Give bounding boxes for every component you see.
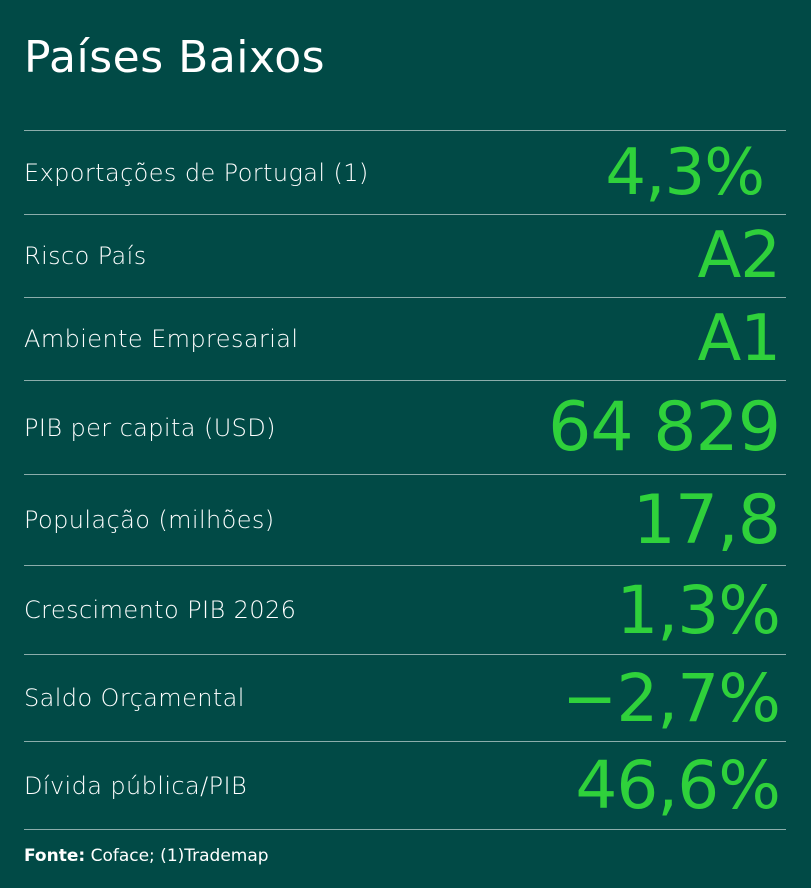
- table-row-population: População (milhões) 17,8: [24, 474, 786, 565]
- row-label: Dívida pública/PIB: [24, 771, 248, 800]
- table-row-gdp-growth: Crescimento PIB 2026 1,3%: [24, 565, 786, 654]
- row-value: 4,3%: [605, 135, 765, 210]
- table-row-business-environment: Ambiente Empresarial A1: [24, 297, 786, 380]
- source-note: Fonte: Coface; (1)Trademap: [24, 846, 269, 866]
- row-value: A2: [697, 219, 781, 293]
- row-value: 1,3%: [616, 571, 781, 649]
- row-label: Ambiente Empresarial: [24, 325, 299, 353]
- row-label: População (milhões): [24, 506, 275, 534]
- row-value: A1: [697, 302, 781, 376]
- row-label: Saldo Orçamental: [24, 684, 245, 712]
- row-label: Risco País: [24, 242, 147, 270]
- page-title: Países Baixos: [24, 32, 326, 83]
- row-value: 64 829: [548, 388, 781, 467]
- table-row-public-debt: Dívida pública/PIB 46,6%: [24, 741, 786, 830]
- table-row-budget-balance: Saldo Orçamental −2,7%: [24, 654, 786, 741]
- row-value: 17,8: [632, 480, 781, 560]
- row-value: −2,7%: [562, 659, 781, 737]
- source-prefix: Fonte:: [24, 846, 86, 866]
- row-label: Exportações de Portugal (1): [24, 158, 369, 187]
- table-row-exports: Exportações de Portugal (1) 4,3%: [24, 130, 786, 214]
- table-row-country-risk: Risco País A2: [24, 214, 786, 297]
- table-row-gdp-per-capita: PIB per capita (USD) 64 829: [24, 380, 786, 474]
- row-label: PIB per capita (USD): [24, 413, 276, 442]
- indicator-table: Exportações de Portugal (1) 4,3% Risco P…: [24, 130, 786, 830]
- row-label: Crescimento PIB 2026: [24, 596, 297, 624]
- row-value: 46,6%: [575, 747, 781, 824]
- source-text: Coface; (1)Trademap: [85, 846, 269, 866]
